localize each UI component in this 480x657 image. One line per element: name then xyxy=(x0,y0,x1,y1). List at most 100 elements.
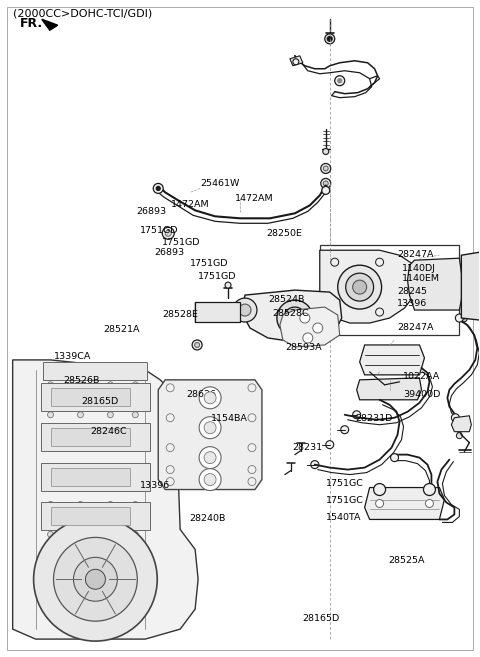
Text: 1154BA: 1154BA xyxy=(211,415,248,423)
Polygon shape xyxy=(243,290,342,342)
Circle shape xyxy=(48,472,54,478)
Circle shape xyxy=(48,501,54,507)
Text: 28528C: 28528C xyxy=(273,309,309,318)
Circle shape xyxy=(327,36,332,41)
Circle shape xyxy=(290,313,300,323)
Circle shape xyxy=(459,314,468,322)
Text: 1540TA: 1540TA xyxy=(326,513,361,522)
Text: 28521A: 28521A xyxy=(104,325,140,334)
Circle shape xyxy=(373,484,385,495)
Polygon shape xyxy=(451,416,471,432)
Circle shape xyxy=(132,382,138,388)
Circle shape xyxy=(239,304,251,316)
Circle shape xyxy=(346,273,373,301)
Circle shape xyxy=(48,442,54,447)
Circle shape xyxy=(248,414,256,422)
Circle shape xyxy=(199,468,221,491)
Circle shape xyxy=(54,537,137,621)
Text: 28250E: 28250E xyxy=(266,229,302,238)
Polygon shape xyxy=(320,250,420,323)
Circle shape xyxy=(456,314,463,322)
Circle shape xyxy=(77,412,84,418)
Text: 28247A: 28247A xyxy=(397,323,433,332)
Text: 1751GD: 1751GD xyxy=(140,227,178,235)
Polygon shape xyxy=(50,388,130,406)
Bar xyxy=(41,422,150,451)
Circle shape xyxy=(108,442,113,447)
Circle shape xyxy=(77,501,84,507)
Circle shape xyxy=(451,414,459,422)
Circle shape xyxy=(156,187,160,191)
Circle shape xyxy=(321,179,331,189)
Circle shape xyxy=(108,382,113,388)
Circle shape xyxy=(204,474,216,486)
Circle shape xyxy=(200,307,210,317)
Text: 28526B: 28526B xyxy=(63,376,99,386)
Text: 25461W: 25461W xyxy=(201,179,240,187)
Text: 28247A: 28247A xyxy=(397,250,433,259)
Polygon shape xyxy=(12,360,198,639)
Text: 28246C: 28246C xyxy=(91,427,127,436)
Polygon shape xyxy=(280,307,340,347)
Circle shape xyxy=(132,442,138,447)
Circle shape xyxy=(233,298,257,322)
Circle shape xyxy=(132,472,138,478)
Text: 26893: 26893 xyxy=(154,248,184,257)
Circle shape xyxy=(323,148,329,154)
Circle shape xyxy=(162,227,174,239)
Circle shape xyxy=(338,79,342,83)
Text: 28165D: 28165D xyxy=(302,614,339,623)
Circle shape xyxy=(192,340,202,350)
Text: 28245: 28245 xyxy=(397,286,427,296)
Circle shape xyxy=(108,412,113,418)
Circle shape xyxy=(467,273,480,293)
Circle shape xyxy=(77,382,84,388)
Circle shape xyxy=(325,34,335,44)
Circle shape xyxy=(303,333,313,343)
Text: 28528E: 28528E xyxy=(162,310,198,319)
Circle shape xyxy=(204,451,216,464)
Text: 1339CA: 1339CA xyxy=(54,352,92,361)
Circle shape xyxy=(73,557,117,601)
Circle shape xyxy=(199,447,221,468)
Circle shape xyxy=(204,392,216,404)
Circle shape xyxy=(204,422,216,434)
Text: 1751GD: 1751GD xyxy=(198,271,237,281)
Circle shape xyxy=(199,417,221,439)
Text: 1472AM: 1472AM xyxy=(170,200,209,208)
Circle shape xyxy=(284,307,306,329)
Circle shape xyxy=(335,76,345,85)
Circle shape xyxy=(77,442,84,447)
Text: 1140DJ: 1140DJ xyxy=(402,263,436,273)
Bar xyxy=(41,503,150,530)
Bar xyxy=(41,463,150,491)
Circle shape xyxy=(323,181,328,186)
Polygon shape xyxy=(365,487,444,520)
Text: 1751GD: 1751GD xyxy=(190,259,228,268)
Circle shape xyxy=(353,280,367,294)
Circle shape xyxy=(48,412,54,418)
Circle shape xyxy=(248,466,256,474)
Circle shape xyxy=(248,384,256,392)
Circle shape xyxy=(322,187,330,194)
Polygon shape xyxy=(195,302,240,322)
Text: 28626: 28626 xyxy=(186,390,216,399)
Text: 28240B: 28240B xyxy=(190,514,226,523)
Circle shape xyxy=(132,501,138,507)
Text: 28231D: 28231D xyxy=(355,415,392,423)
Circle shape xyxy=(293,58,299,65)
Text: 28231: 28231 xyxy=(293,443,323,451)
Polygon shape xyxy=(360,345,424,375)
Text: 13396: 13396 xyxy=(140,481,170,490)
Circle shape xyxy=(456,433,462,439)
Bar xyxy=(41,383,150,411)
Circle shape xyxy=(166,466,174,474)
Bar xyxy=(43,362,147,380)
Text: FR.: FR. xyxy=(20,16,43,30)
Text: 28165D: 28165D xyxy=(81,397,119,407)
Circle shape xyxy=(353,411,360,419)
Circle shape xyxy=(48,382,54,388)
Circle shape xyxy=(471,278,480,288)
Text: 39400D: 39400D xyxy=(403,390,440,399)
Circle shape xyxy=(331,308,339,316)
